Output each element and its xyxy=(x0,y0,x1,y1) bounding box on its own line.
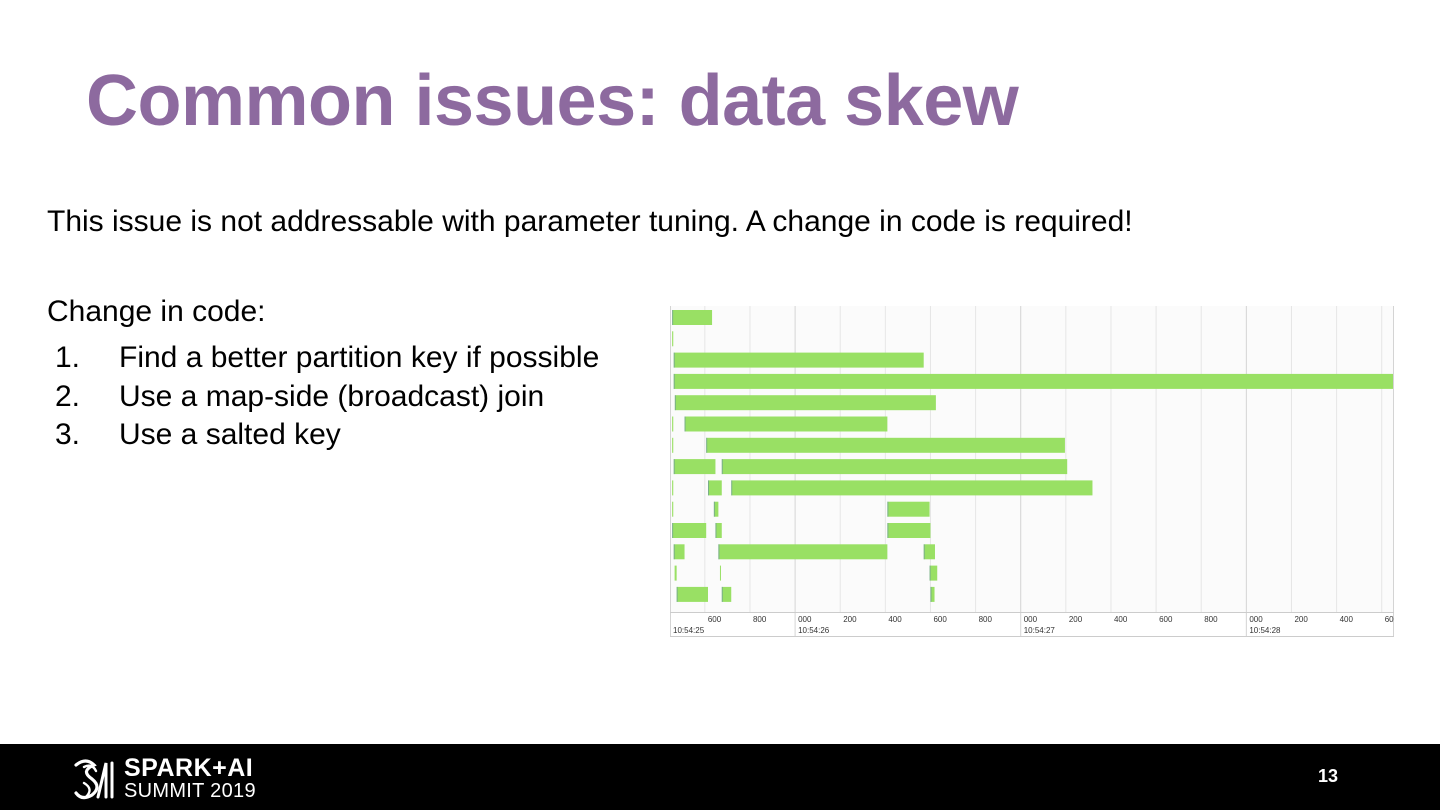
x-tick-label: 400 xyxy=(888,615,902,624)
task-bar xyxy=(676,586,709,602)
task-bar xyxy=(672,501,674,517)
list-text: Use a map-side (broadcast) join xyxy=(119,379,545,413)
x-tick-label: 600 xyxy=(933,615,947,624)
task-bar xyxy=(672,310,713,325)
task-bar xyxy=(672,523,707,538)
x-time-label: 10:54:27 xyxy=(1024,626,1056,635)
logo-line-1: SPARK+AI xyxy=(124,754,254,782)
x-tick-label: 200 xyxy=(1069,615,1083,624)
x-tick-label: 400 xyxy=(1340,615,1354,624)
task-timeline-chart: 600 800 200 400 600 800 200 400 600 800 200 400 60 0 0… xyxy=(670,306,1394,637)
x-start-time-label: 10:54:25 xyxy=(673,626,705,635)
task-bar xyxy=(706,437,1065,453)
task-bar xyxy=(674,395,936,411)
task-bar-edge xyxy=(721,459,723,475)
task-bar xyxy=(718,544,888,560)
x-tick-label: 200 xyxy=(843,615,857,624)
spark-ai-summit-logo-icon xyxy=(74,759,114,800)
task-bar-edge xyxy=(673,459,675,475)
task-bar-edge xyxy=(673,544,675,560)
event-logo: SPARK+AI SUMMIT 2019 xyxy=(72,756,272,802)
list-number: 2. xyxy=(55,379,81,413)
task-bar-edge xyxy=(718,544,720,560)
requirement-statement: This issue is not addressable with param… xyxy=(47,205,1133,238)
task-bar xyxy=(672,480,674,496)
task-bar xyxy=(673,352,924,368)
task-bar-edge xyxy=(715,523,717,538)
x-time-label: 10:54:26 xyxy=(798,626,830,635)
x-time-label: 10:54:28 xyxy=(1249,626,1281,635)
list-number: 3. xyxy=(55,418,81,451)
task-bar-edge xyxy=(706,437,708,453)
task-bar-edge xyxy=(673,373,675,389)
task-bar-edge xyxy=(672,310,674,325)
list-text: Use a salted key xyxy=(119,418,341,451)
task-bar xyxy=(673,459,716,475)
task-bar-edge xyxy=(676,586,678,602)
task-bar-edge xyxy=(887,523,889,538)
task-bar xyxy=(923,544,935,560)
timeline-svg: 600 800 200 400 600 800 200 400 600 800 200 400 60 0 0… xyxy=(670,306,1394,637)
task-bar xyxy=(887,523,931,538)
task-bar xyxy=(887,501,930,517)
task-bar xyxy=(672,437,674,453)
task-bar xyxy=(673,544,685,560)
task-bar xyxy=(713,501,719,517)
task-bar-edge xyxy=(731,480,733,496)
task-bar-edge xyxy=(929,565,931,581)
task-bar-edge xyxy=(684,416,686,432)
task-bar xyxy=(929,565,938,581)
task-bar xyxy=(930,586,935,602)
x-tick-label: 600 xyxy=(1385,615,1394,624)
task-bar-edge xyxy=(887,501,889,517)
task-bar xyxy=(684,416,888,432)
task-bar xyxy=(672,331,674,347)
task-bar-edge xyxy=(673,352,675,368)
footer-bar: SPARK+AI SUMMIT 2019 13 xyxy=(0,744,1440,810)
list-number: 1. xyxy=(55,341,81,374)
task-bar xyxy=(715,523,722,538)
task-bar-edge xyxy=(721,586,723,602)
list-text: Find a better partition key if possible xyxy=(119,341,600,374)
logo-wordmark: SPARK+AI SUMMIT 2019 xyxy=(124,754,256,802)
x-tick-label: 000 xyxy=(1249,615,1263,624)
logo-line-2: SUMMIT 2019 xyxy=(124,780,256,802)
task-bar-edge xyxy=(674,395,676,411)
task-bar xyxy=(731,480,1093,496)
x-tick-label: 000 xyxy=(1024,615,1038,624)
change-in-code-heading: Change in code: xyxy=(47,295,266,328)
slide-title: Common issues: data skew xyxy=(86,61,1019,141)
x-tick-label: 200 xyxy=(1294,615,1308,624)
task-bar-edge xyxy=(930,586,932,602)
plot-background xyxy=(670,306,1394,612)
task-bar-edge xyxy=(708,480,710,496)
page-number: 13 xyxy=(1317,766,1338,786)
x-tick-label: 800 xyxy=(753,615,767,624)
x-tick-label: 800 xyxy=(1204,615,1218,624)
x-tick-label: 800 xyxy=(979,615,993,624)
task-bar xyxy=(672,416,674,432)
task-bar xyxy=(721,459,1068,475)
task-bar xyxy=(708,480,722,496)
task-bar-edge xyxy=(672,523,674,538)
x-tick-label: 600 xyxy=(708,615,722,624)
task-bar xyxy=(673,373,1393,389)
x-tick-label: 000 xyxy=(798,615,812,624)
x-tick-label: 400 xyxy=(1114,615,1128,624)
task-bar xyxy=(674,565,677,581)
task-bar-edge xyxy=(923,544,925,560)
task-bar-edge xyxy=(713,501,715,517)
x-tick-label: 600 xyxy=(1159,615,1173,624)
task-bar xyxy=(719,565,721,581)
task-bar xyxy=(721,586,732,602)
